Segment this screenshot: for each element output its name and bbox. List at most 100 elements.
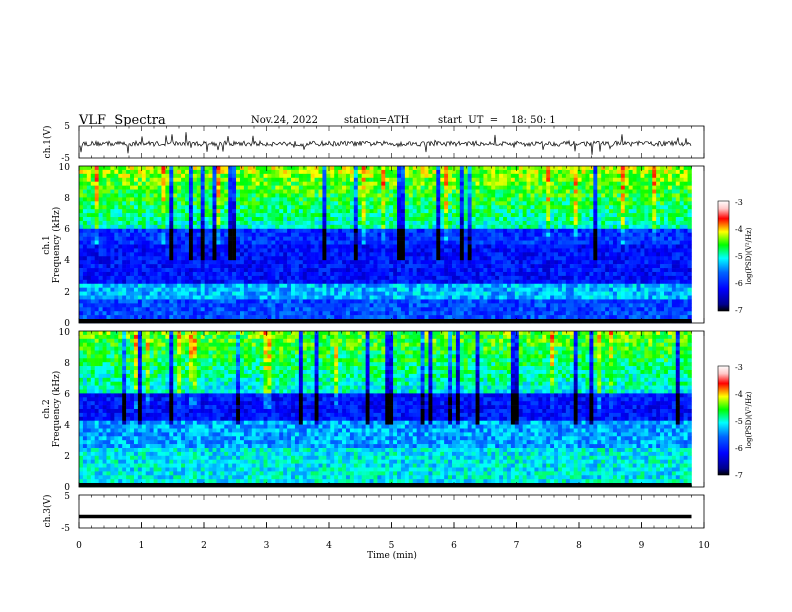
spec1-cell xyxy=(455,205,461,210)
spec1-cell xyxy=(271,205,276,210)
spec1-cell xyxy=(683,197,688,202)
spec1-cell xyxy=(275,240,280,245)
spec1-cell xyxy=(459,217,465,222)
spec1-cell xyxy=(310,189,315,194)
spec1-cell xyxy=(141,232,147,237)
spec1-cell xyxy=(660,189,665,194)
spec1-cell xyxy=(130,217,135,222)
spec1-cell xyxy=(467,224,472,230)
spec1-cell xyxy=(181,220,186,226)
spec1-cell xyxy=(345,236,351,241)
spec1-cell xyxy=(216,189,221,194)
spec1-cell xyxy=(322,228,327,234)
spec1-cell xyxy=(361,264,366,269)
spec1-cell xyxy=(561,193,567,198)
spec1-cell xyxy=(679,209,684,214)
spec1-cell xyxy=(279,287,284,292)
spec1-cell xyxy=(389,220,394,226)
spec1-cell xyxy=(381,220,386,226)
spec1-cell xyxy=(373,193,378,198)
spec1-cell xyxy=(518,236,523,241)
spec1-cell xyxy=(208,271,213,277)
spec1-cell xyxy=(550,287,555,292)
spec1-cell xyxy=(243,205,249,210)
spec1-cell xyxy=(263,224,268,230)
spec1-cell xyxy=(365,244,370,249)
spec1-cell xyxy=(220,228,225,234)
spec1-cell xyxy=(664,213,669,218)
spec1-cell xyxy=(526,236,531,241)
spec1-cell xyxy=(302,228,308,234)
spec1-cell xyxy=(334,201,339,206)
spec1-cell xyxy=(416,177,421,182)
spec1-cell xyxy=(593,271,598,277)
spec1-cell xyxy=(612,283,618,288)
spec1-cell xyxy=(263,236,268,241)
spec1-cell xyxy=(432,228,437,234)
spec1-cell xyxy=(106,244,111,249)
spec1-cell xyxy=(365,193,370,198)
spec1-cell xyxy=(644,205,649,210)
spec1-cell xyxy=(208,232,213,237)
spec1-cell xyxy=(522,228,527,234)
spec1-cell xyxy=(628,205,633,210)
spec1-cell xyxy=(338,181,343,186)
spec1-cell xyxy=(236,271,241,277)
spec1-cell xyxy=(302,224,308,230)
spec1-cell xyxy=(393,209,398,214)
spec1-cell xyxy=(428,166,433,171)
spec1-cell xyxy=(283,232,288,237)
spec1-cell xyxy=(554,256,559,261)
spec1-cell xyxy=(283,189,288,194)
spec1-cell xyxy=(145,240,150,245)
spec1-cell xyxy=(243,197,249,202)
spec1-cell xyxy=(495,166,500,171)
spec1-cell xyxy=(118,228,123,234)
spec1-cell xyxy=(389,228,394,234)
spec1-cell xyxy=(573,248,578,253)
spec1-cell xyxy=(181,213,186,218)
spec1-cell xyxy=(157,177,162,182)
spec1-cell xyxy=(161,279,166,285)
spec1-cell xyxy=(133,224,139,230)
spec1-cell xyxy=(397,205,402,210)
spec1-cell xyxy=(640,185,645,190)
spec1-cell xyxy=(79,271,84,277)
spec1-cell xyxy=(200,224,205,230)
spec1-cell xyxy=(491,232,496,237)
spec1-cell xyxy=(310,224,315,230)
spec1-cell xyxy=(420,224,425,230)
spec1-cell xyxy=(185,244,190,249)
spec1-cell xyxy=(534,232,539,237)
spec1-cell xyxy=(452,268,457,273)
spec1-cell xyxy=(216,181,221,186)
spec1-cell xyxy=(452,287,457,292)
spec1-cell xyxy=(185,173,190,179)
spec1-cell xyxy=(267,169,272,175)
spec1-cell xyxy=(412,252,417,257)
spec1-cell xyxy=(90,224,96,230)
spec1-cell xyxy=(298,193,304,198)
spec1-cell xyxy=(675,232,681,237)
spec1-cell xyxy=(334,244,339,249)
spec1-cell xyxy=(263,260,268,265)
spec1-cell xyxy=(408,217,414,222)
spec1-cell xyxy=(181,189,186,194)
spec1-cell xyxy=(577,197,582,202)
spec1-cell xyxy=(361,256,366,261)
spec1-cell xyxy=(365,279,370,285)
spec1-cell xyxy=(471,205,476,210)
spec1-cell xyxy=(526,240,531,245)
spec1-cell xyxy=(565,236,571,241)
spec1-cell xyxy=(373,252,378,257)
spec1-cell xyxy=(145,279,150,285)
spec1-cell xyxy=(616,275,622,281)
spec1-cell xyxy=(259,283,264,288)
spec1-cell xyxy=(79,252,84,257)
spec1-cell xyxy=(577,189,582,194)
spec1-cell xyxy=(506,213,512,218)
spec1-cell xyxy=(408,197,414,202)
station-label: station=ATH xyxy=(344,115,410,126)
spec1-cell xyxy=(357,197,362,202)
spec1-cell xyxy=(612,275,618,281)
